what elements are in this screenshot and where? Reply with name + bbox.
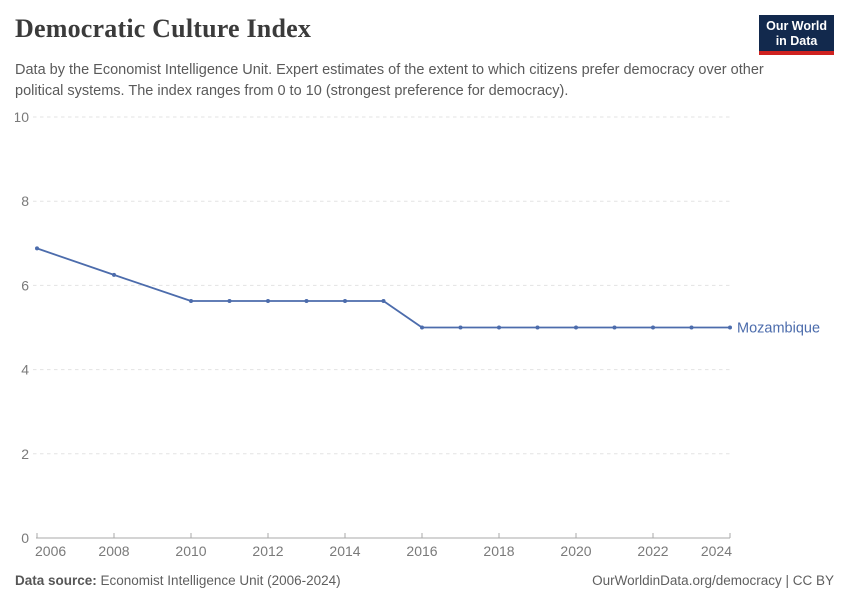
owid-logo-line1: Our World — [766, 19, 827, 33]
x-axis-label: 2024 — [701, 543, 732, 559]
data-point[interactable] — [112, 272, 116, 277]
owid-logo-line2: in Data — [775, 33, 818, 48]
y-axis-label: 4 — [21, 362, 29, 378]
data-point[interactable] — [304, 299, 309, 303]
data-point[interactable] — [535, 325, 540, 330]
x-axis-label: 2012 — [252, 543, 283, 559]
owid-logo[interactable]: Our World in Data — [759, 15, 834, 55]
y-axis-label: 8 — [21, 193, 29, 209]
x-axis-label: 2020 — [560, 543, 591, 559]
data-point[interactable] — [343, 299, 347, 303]
data-point[interactable] — [458, 325, 463, 330]
chart-area: 0 2 4 6 8 10 2006 2008 2010 2012 2014 2016 2018 2020 2… — [13, 102, 834, 572]
x-axis-label: 2008 — [98, 543, 129, 559]
y-axis-label: 10 — [15, 109, 29, 125]
y-axis-label: 2 — [21, 446, 29, 462]
data-point[interactable] — [651, 325, 655, 330]
y-axis-label: 6 — [21, 277, 29, 293]
x-axis-label: 2022 — [637, 543, 668, 559]
chart-footer: Data source: Economist Intelligence Unit… — [15, 573, 834, 588]
data-point[interactable] — [574, 325, 578, 330]
y-axis-label: 0 — [21, 530, 29, 546]
data-point[interactable] — [497, 325, 501, 330]
data-point[interactable] — [381, 299, 386, 303]
data-point[interactable] — [35, 246, 39, 251]
data-point[interactable] — [189, 299, 193, 303]
data-source-text: Economist Intelligence Unit (2006-2024) — [96, 573, 341, 588]
data-point[interactable] — [227, 299, 232, 303]
data-point[interactable] — [689, 325, 694, 330]
chart-header: Democratic Culture Index Our World in Da… — [15, 14, 834, 55]
x-axis-label: 2006 — [35, 543, 66, 559]
x-axis-label: 2016 — [406, 543, 437, 559]
x-axis-label: 2010 — [175, 543, 206, 559]
series-label-mozambique[interactable]: Mozambique — [737, 321, 820, 337]
x-axis-label: 2014 — [329, 543, 360, 559]
page-title: Democratic Culture Index — [15, 14, 312, 43]
data-source[interactable]: Data source: Economist Intelligence Unit… — [15, 573, 341, 588]
rights-link[interactable]: OurWorldinData.org/democracy | CC BY — [592, 573, 834, 588]
data-point[interactable] — [612, 325, 617, 330]
x-axis-label: 2018 — [483, 543, 514, 559]
data-point[interactable] — [420, 325, 424, 330]
line-chart[interactable]: 0 2 4 6 8 10 2006 2008 2010 2012 2014 2016 2018 2020 2… — [13, 102, 834, 567]
data-source-label: Data source: — [15, 573, 97, 588]
data-point[interactable] — [266, 299, 270, 303]
data-point[interactable] — [728, 325, 732, 330]
chart-subtitle: Data by the Economist Intelligence Unit.… — [15, 62, 764, 99]
series-line-mozambique[interactable] — [36, 247, 731, 329]
